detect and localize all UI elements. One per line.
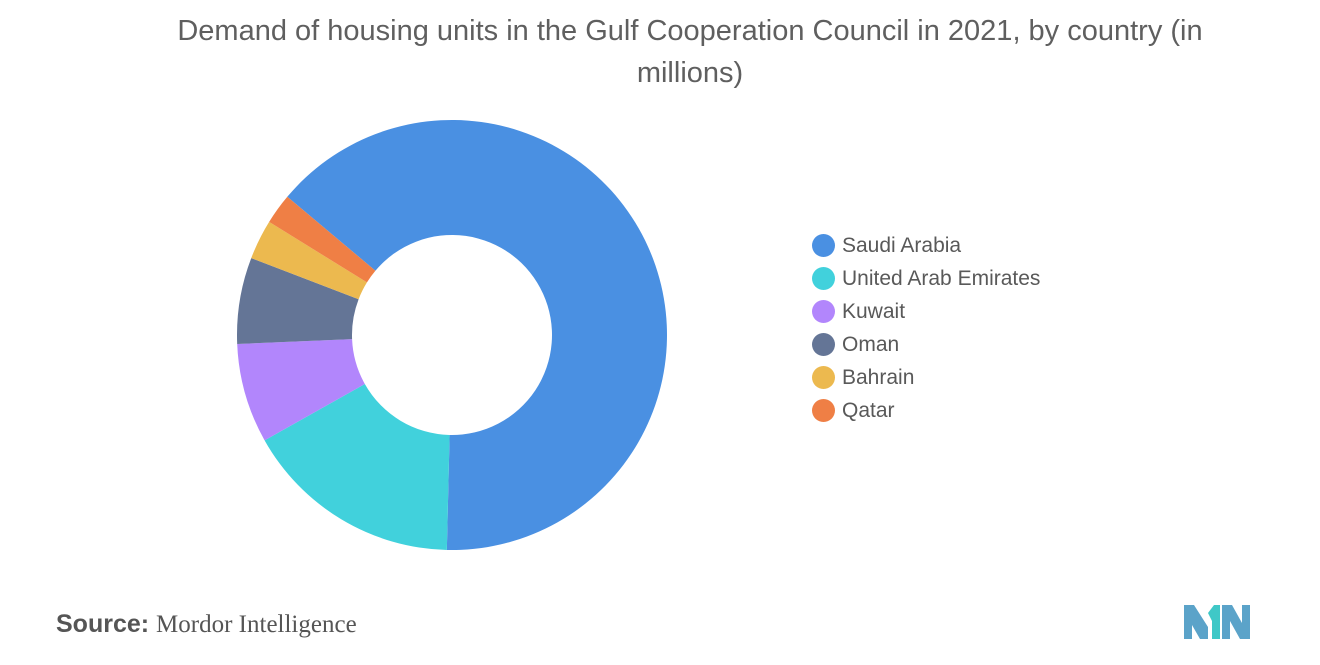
donut-slice-united-arab-emirates <box>264 384 450 550</box>
legend-swatch <box>812 399 835 422</box>
legend-swatch <box>812 366 835 389</box>
legend-item: Bahrain <box>812 361 1040 394</box>
legend-label: United Arab Emirates <box>842 266 1041 290</box>
legend-item: United Arab Emirates <box>812 262 1040 295</box>
donut-slice-saudi-arabia <box>287 119 667 550</box>
legend-swatch <box>812 267 835 290</box>
legend-swatch <box>812 300 835 323</box>
donut-slice-bahrain <box>251 221 367 300</box>
chart-legend: Saudi Arabia United Arab Emirates Kuwait Om… <box>812 229 1040 427</box>
legend-item: Qatar <box>812 394 1040 427</box>
source-label: Source: <box>56 610 150 638</box>
legend-label: Saudi Arabia <box>842 233 962 257</box>
legend-label: Kuwait <box>842 299 906 323</box>
source-note: Source: Mordor Intelligence <box>56 610 357 639</box>
mordor-intelligence-logo-icon <box>1184 605 1250 639</box>
legend-label: Bahrain <box>842 365 915 389</box>
legend-item: Kuwait <box>812 295 1040 328</box>
source-value: Mordor Intelligence <box>156 611 357 638</box>
donut-slice-oman <box>236 258 359 344</box>
legend-swatch <box>812 333 835 356</box>
legend-item: Oman <box>812 328 1040 361</box>
legend-swatch <box>812 234 835 257</box>
donut-slice-qatar <box>269 196 376 283</box>
legend-label: Oman <box>842 332 900 356</box>
legend-label: Qatar <box>842 398 895 422</box>
legend-item: Saudi Arabia <box>812 229 1040 262</box>
donut-slice-kuwait <box>237 339 365 441</box>
chart-title: Demand of housing units in the Gulf Coop… <box>177 15 1203 89</box>
